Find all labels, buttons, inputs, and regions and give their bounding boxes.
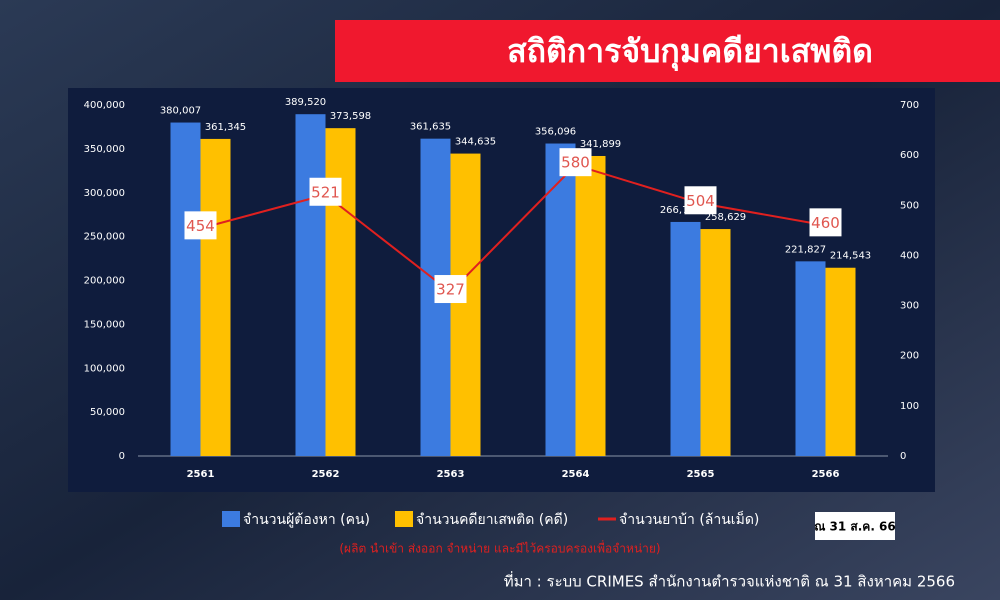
y2-tick-label: 300 bbox=[900, 301, 919, 312]
bar-value-label: 258,629 bbox=[705, 212, 746, 223]
x-tick-label: 2566 bbox=[812, 469, 840, 480]
bar-value-label: 341,899 bbox=[580, 139, 621, 150]
line-value-label: 454 bbox=[186, 217, 215, 235]
line-value-label: 504 bbox=[686, 192, 715, 210]
x-tick-label: 2561 bbox=[187, 469, 215, 480]
legend-label: จำนวนยาบ้า (ล้านเม็ด) bbox=[619, 510, 759, 528]
x-tick-label: 2564 bbox=[562, 469, 590, 480]
legend-swatch bbox=[222, 511, 240, 527]
y2-tick-label: 0 bbox=[900, 451, 906, 462]
bar bbox=[670, 221, 701, 456]
line-value-label: 521 bbox=[311, 183, 340, 201]
y-tick-label: 350,000 bbox=[84, 144, 125, 155]
bar bbox=[545, 143, 576, 456]
y-tick-label: 0 bbox=[119, 451, 125, 462]
bar bbox=[795, 261, 826, 456]
title-box bbox=[335, 20, 1000, 82]
line-label-box bbox=[434, 275, 467, 304]
y2-tick-label: 400 bbox=[900, 250, 919, 261]
note: ณ 31 ส.ค. 66 bbox=[814, 520, 896, 534]
x-tick-label: 2563 bbox=[437, 469, 465, 480]
bar-value-label: 389,520 bbox=[285, 97, 326, 108]
bar bbox=[825, 267, 856, 456]
bar bbox=[295, 114, 326, 456]
y-tick-label: 250,000 bbox=[84, 232, 125, 243]
title: สถิติการจับกุมคดียาเสพติด bbox=[507, 32, 873, 72]
y-tick-label: 100,000 bbox=[84, 363, 125, 374]
y-tick-label: 300,000 bbox=[84, 188, 125, 199]
bar-value-label: 380,007 bbox=[160, 106, 201, 117]
note-box bbox=[815, 512, 895, 540]
y-tick-label: 150,000 bbox=[84, 319, 125, 330]
bar-value-label: 361,345 bbox=[205, 122, 246, 133]
bar-value-label: 373,598 bbox=[330, 111, 371, 122]
line bbox=[200, 164, 826, 294]
line-label-box bbox=[684, 186, 717, 215]
bar bbox=[575, 155, 606, 456]
bar-value-label: 266,726 bbox=[660, 205, 701, 216]
bar bbox=[200, 138, 231, 456]
x-tick-label: 2565 bbox=[687, 469, 715, 480]
bar bbox=[450, 153, 481, 456]
line-label-box bbox=[184, 211, 217, 240]
bar bbox=[170, 122, 201, 456]
bar bbox=[325, 128, 356, 456]
bar bbox=[700, 229, 731, 456]
legend-swatch bbox=[395, 511, 413, 527]
bar-value-label: 356,096 bbox=[535, 127, 576, 138]
y2-tick-label: 700 bbox=[900, 100, 919, 111]
legend-label: จำนวนคดียาเสพติด (คดี) bbox=[416, 512, 568, 528]
line-value-label: 327 bbox=[436, 281, 465, 299]
subnote: (ผลิต นำเข้า ส่งออก จำหน่าย และมีไว้ครอบ… bbox=[339, 540, 660, 556]
y2-tick-label: 500 bbox=[900, 200, 919, 211]
y-tick-label: 400,000 bbox=[84, 100, 125, 111]
bar-value-label: 214,543 bbox=[830, 251, 871, 262]
source: ที่มา : ระบบ CRIMES สำนักงานตำรวจแห่งชาต… bbox=[504, 571, 955, 591]
y2-tick-label: 600 bbox=[900, 150, 919, 161]
line-value-label: 460 bbox=[811, 214, 840, 232]
legend-label: จำนวนผู้ต้องหา (คน) bbox=[243, 512, 370, 528]
line-label-box bbox=[309, 177, 342, 206]
line-value-label: 580 bbox=[561, 154, 590, 172]
line-label-box bbox=[559, 148, 592, 177]
x-tick-label: 2562 bbox=[312, 469, 340, 480]
y2-tick-label: 200 bbox=[900, 351, 919, 362]
bar-value-label: 221,827 bbox=[785, 244, 826, 255]
y-tick-label: 200,000 bbox=[84, 276, 125, 287]
y-tick-label: 50,000 bbox=[90, 407, 125, 418]
y2-tick-label: 100 bbox=[900, 401, 919, 412]
bar-value-label: 361,635 bbox=[410, 122, 451, 133]
bar-value-label: 344,635 bbox=[455, 137, 496, 148]
line-label-box bbox=[809, 208, 842, 237]
